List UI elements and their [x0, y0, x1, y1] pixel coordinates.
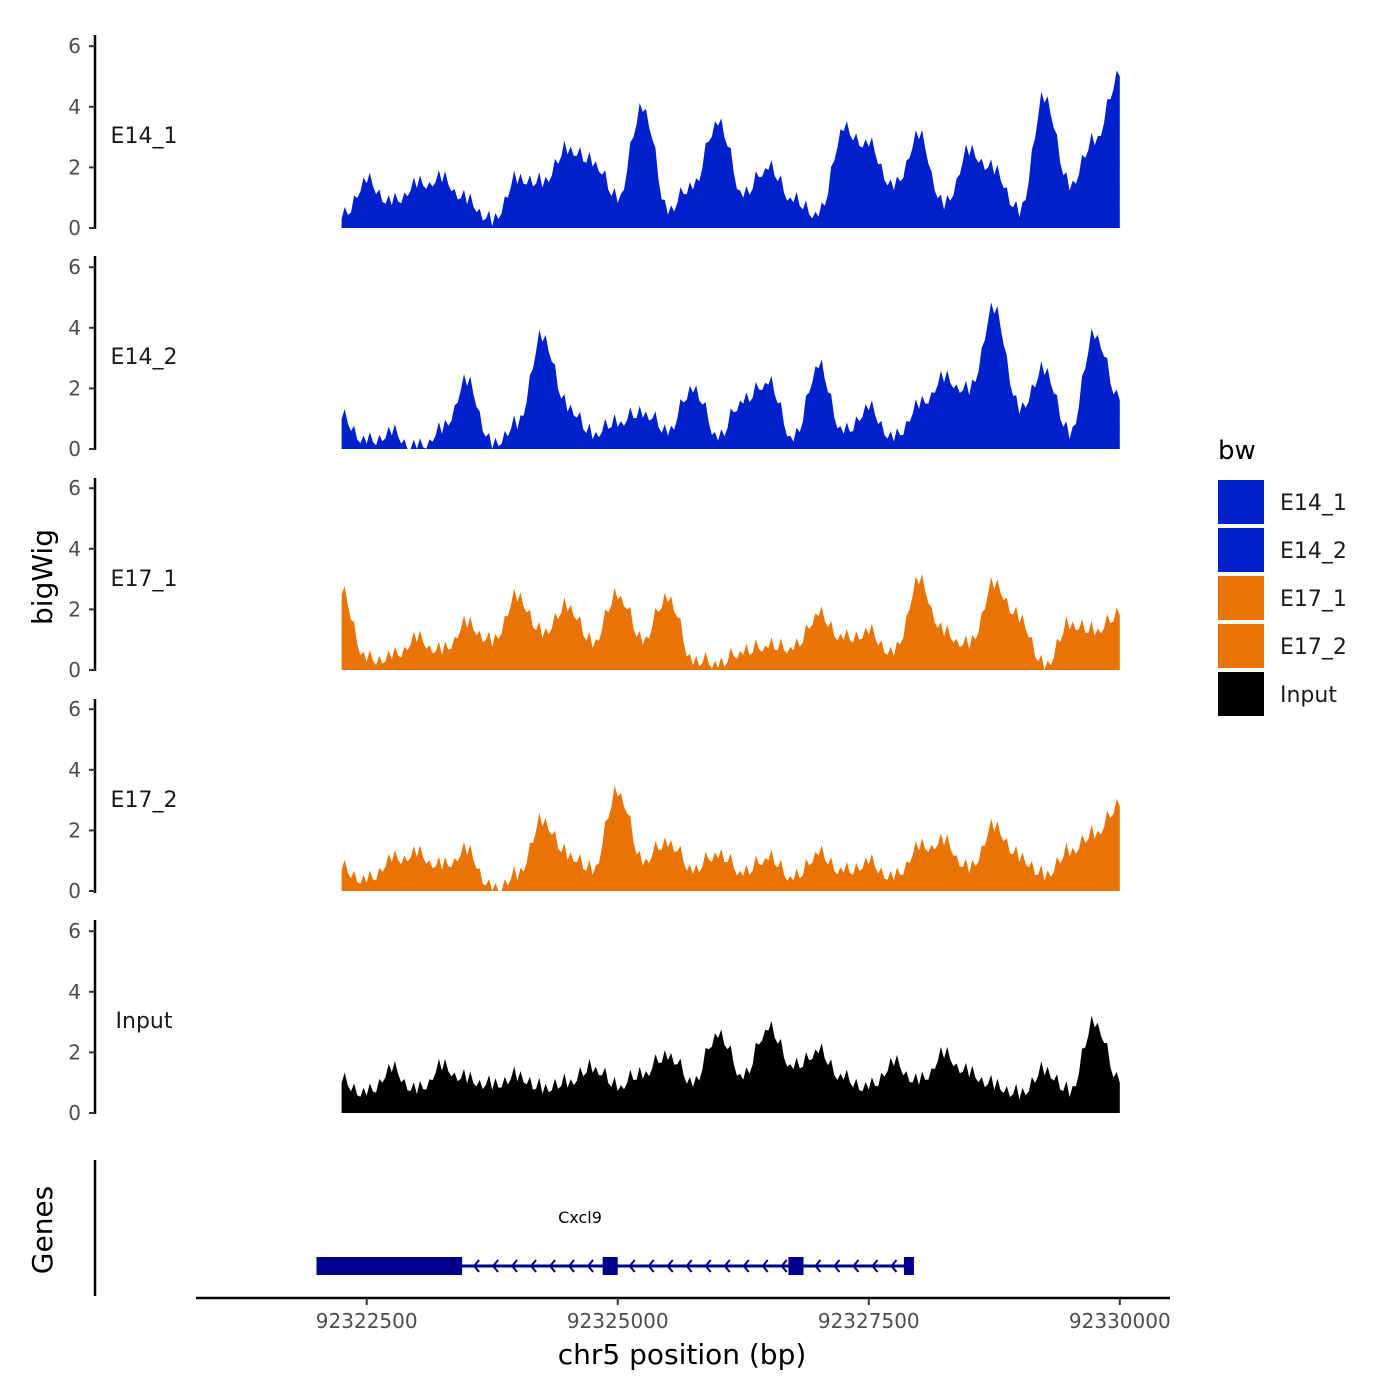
x-tick-label: 92325000 — [567, 1309, 669, 1333]
strand-arrow — [723, 1259, 731, 1273]
gene-exon — [316, 1257, 463, 1275]
legend-title: bw — [1218, 436, 1256, 466]
y-tick-label: 2 — [68, 597, 81, 621]
area-e17-1 — [341, 574, 1120, 670]
y-tick-label: 2 — [68, 376, 81, 400]
strand-arrow — [491, 1259, 499, 1273]
y-tick-label: 0 — [68, 437, 81, 461]
legend-swatch-input — [1218, 672, 1264, 716]
y-tick-label: 6 — [68, 697, 81, 721]
area-e14-1 — [341, 70, 1120, 229]
y-axis-title: bigWig — [26, 529, 59, 625]
strand-arrow — [780, 1259, 788, 1273]
legend-swatch-e17-2 — [1218, 624, 1264, 668]
y-tick-label: 2 — [68, 818, 81, 842]
y-tick-label: 2 — [68, 155, 81, 179]
strand-arrow — [742, 1259, 750, 1273]
y-tick-label: 4 — [68, 980, 81, 1004]
gene-track: Cxcl9 — [93, 1160, 914, 1296]
track-e14-1: 0 2 4 6 E14_1 — [68, 34, 1120, 240]
strand-arrow — [472, 1259, 480, 1273]
legend: bw E14_1 E14_2 E17_1 E17_2 Input — [1218, 436, 1347, 716]
y-tick-label: 2 — [68, 1040, 81, 1064]
legend-label: E17_1 — [1280, 587, 1347, 612]
strand-arrow — [871, 1259, 879, 1273]
x-axis: 92322500 92325000 92327500 92330000 — [196, 1296, 1171, 1333]
legend-swatch-e17-1 — [1218, 576, 1264, 620]
strand-arrow — [666, 1259, 674, 1273]
x-axis-title: chr5 position (bp) — [558, 1338, 807, 1371]
area-e14-2 — [341, 302, 1120, 449]
genes-axis-title: Genes — [26, 1186, 59, 1274]
track-e17-1: 0 2 4 6 E17_1 — [68, 476, 1120, 682]
legend-label: E14_2 — [1280, 539, 1347, 564]
strand-arrow — [567, 1259, 575, 1273]
track-e14-2: 0 2 4 6 E14_2 — [68, 255, 1120, 461]
track-input: 0 2 4 6 Input — [68, 919, 1120, 1125]
y-tick-label: 0 — [68, 216, 81, 240]
strand-arrow — [647, 1259, 655, 1273]
x-tick-label: 92322500 — [316, 1309, 418, 1333]
strand-arrow — [814, 1259, 822, 1273]
track-label: E14_1 — [111, 124, 178, 149]
strand-arrow — [761, 1259, 769, 1273]
strand-arrow — [685, 1259, 693, 1273]
gene-exon — [903, 1257, 914, 1275]
y-tick-label: 0 — [68, 879, 81, 903]
gene-exon — [602, 1257, 618, 1275]
strand-arrow — [704, 1259, 712, 1273]
track-label: Input — [116, 1009, 173, 1034]
area-input — [341, 1015, 1120, 1113]
area-e17-2 — [341, 785, 1120, 891]
track-label: E17_2 — [111, 788, 178, 813]
strand-arrow — [529, 1259, 537, 1273]
strand-arrow — [628, 1259, 636, 1273]
y-tick-label: 4 — [68, 95, 81, 119]
y-tick-label: 6 — [68, 255, 81, 279]
legend-label: E17_2 — [1280, 635, 1347, 660]
y-tick-label: 4 — [68, 758, 81, 782]
y-tick-label: 4 — [68, 537, 81, 561]
legend-swatch-e14-2 — [1218, 528, 1264, 572]
y-tick-label: 6 — [68, 34, 81, 58]
legend-swatch-e14-1 — [1218, 480, 1264, 524]
legend-label: Input — [1280, 683, 1337, 708]
track-label: E14_2 — [111, 345, 178, 370]
tracks: 0 2 4 6 E14_1 0 2 4 6 E14_2 0 2 4 6 E17_1 0 2 4 6 E17_2 0 2 4 6… — [68, 34, 1120, 1125]
strand-arrow — [833, 1259, 841, 1273]
strand-arrow — [586, 1259, 594, 1273]
gene-name-label: Cxcl9 — [558, 1208, 602, 1227]
x-tick-label: 92327500 — [818, 1309, 920, 1333]
strand-arrow — [510, 1259, 518, 1273]
legend-label: E14_1 — [1280, 491, 1347, 516]
track-label: E17_1 — [111, 567, 178, 592]
gene-exon — [788, 1257, 804, 1275]
strand-arrow — [548, 1259, 556, 1273]
strand-arrow — [890, 1259, 898, 1273]
y-tick-label: 6 — [68, 476, 81, 500]
y-tick-label: 0 — [68, 658, 81, 682]
strand-arrow — [852, 1259, 860, 1273]
y-tick-label: 6 — [68, 919, 81, 943]
track-e17-2: 0 2 4 6 E17_2 — [68, 697, 1120, 903]
y-tick-label: 0 — [68, 1101, 81, 1125]
y-tick-label: 4 — [68, 316, 81, 340]
x-tick-label: 92330000 — [1069, 1309, 1171, 1333]
